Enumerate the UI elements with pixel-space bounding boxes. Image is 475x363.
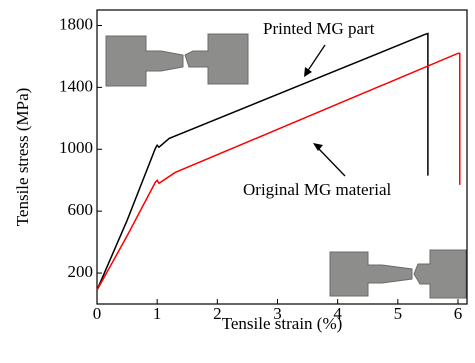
- x-tick-label: 0: [93, 304, 102, 323]
- annotation: Original MG material: [243, 180, 392, 199]
- arrow: [313, 143, 346, 177]
- y-tick-label: 200: [68, 262, 94, 281]
- y-axis-label: Tensile stress (MPa): [13, 88, 32, 227]
- x-tick-label: 5: [394, 304, 403, 323]
- x-tick-label: 3: [273, 304, 282, 323]
- y-tick-label: 1800: [59, 14, 93, 33]
- y-tick-label: 600: [68, 200, 94, 219]
- x-tick-label: 4: [333, 304, 342, 323]
- y-tick-label: 1000: [59, 138, 93, 157]
- x-tick-label: 2: [213, 304, 222, 323]
- series-line: [96, 52, 461, 291]
- x-axis-label: Tensile strain (%): [222, 314, 343, 333]
- photo-bottom: [318, 246, 468, 304]
- x-tick-label: 6: [454, 304, 463, 323]
- y-tick-label: 1400: [59, 76, 93, 95]
- photo-top: [100, 20, 260, 88]
- arrow: [304, 44, 326, 77]
- series-line: [96, 32, 429, 291]
- plot-frame: [96, 9, 468, 305]
- x-tick-label: 1: [153, 304, 162, 323]
- annotation: Printed MG part: [263, 19, 375, 38]
